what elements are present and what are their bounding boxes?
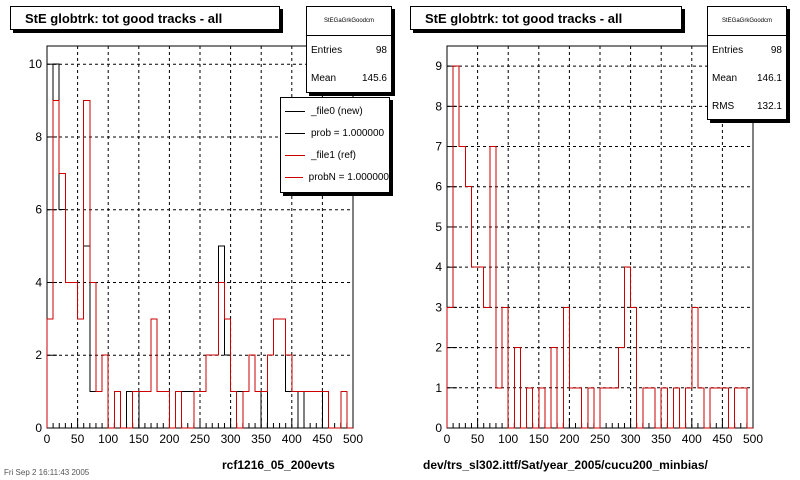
right-x-axis-title: dev/trs_sl302.ittf/Sat/year_2005/cucu200… bbox=[423, 458, 708, 472]
right-stats-name: StEGaGrkGoodcm bbox=[708, 7, 786, 36]
right-y-tick-label: 5 bbox=[435, 220, 442, 234]
left-x-tick-label: 250 bbox=[190, 432, 210, 446]
right-x-tick-label: 250 bbox=[590, 432, 610, 446]
left-y-tick-label: 2 bbox=[35, 348, 42, 362]
left-x-axis-title: rcf1216_05_200evts bbox=[222, 458, 335, 472]
left-entries-value: 98 bbox=[375, 44, 387, 56]
right-entries-label: Entries bbox=[712, 44, 744, 56]
left-y-tick-label: 10 bbox=[29, 57, 43, 71]
right-histogram-plot: 0 50 100 150 200 250 300 350 400 450 500 0 1 2 3 4 5 6 7 8 9 bbox=[435, 45, 763, 446]
right-histogram-title: StE globtrk: tot good tracks - all bbox=[410, 6, 682, 30]
left-y-tick-label: 0 bbox=[35, 421, 42, 435]
right-series-0-line bbox=[446, 65, 753, 429]
right-y-tick-label: 6 bbox=[435, 180, 442, 194]
right-y-tick-label: 3 bbox=[435, 300, 442, 314]
left-stats-box: StEGaGrkGoodcm Entries 98 Mean 145.6 bbox=[306, 6, 392, 93]
right-x-tick-label: 500 bbox=[743, 432, 763, 446]
right-x-tick-label: 150 bbox=[529, 432, 549, 446]
right-y-tick-label: 4 bbox=[435, 260, 442, 274]
left-x-tick-label: 450 bbox=[312, 432, 332, 446]
legend-item-prob: prob = 1.000000 bbox=[281, 122, 389, 144]
left-y-tick-label: 6 bbox=[35, 203, 42, 217]
right-x-tick-label: 400 bbox=[682, 432, 702, 446]
left-histogram-plot: 0 50 100 150 200 250 300 350 400 450 500 0 2 4 6 8 10 bbox=[29, 45, 363, 446]
right-x-tick-label: 300 bbox=[621, 432, 641, 446]
left-x-tick-label: 200 bbox=[159, 432, 179, 446]
left-series-1-line bbox=[46, 100, 353, 429]
left-x-tick-label: 350 bbox=[251, 432, 271, 446]
right-y-tick-label: 0 bbox=[435, 421, 442, 435]
left-entries-label: Entries bbox=[311, 44, 343, 56]
legend-item-file0: _file0 (new) bbox=[281, 100, 389, 122]
left-y-tick-label: 8 bbox=[35, 130, 42, 144]
footer-timestamp: Fri Sep 2 16:11:43 2005 bbox=[4, 468, 90, 477]
right-entries-value: 98 bbox=[770, 44, 782, 56]
legend-item-file1: _file1 (ref) bbox=[281, 144, 389, 166]
legend-label-prob: prob = 1.000000 bbox=[311, 127, 385, 139]
left-stats-name: StEGaGrkGoodcm bbox=[307, 7, 391, 36]
left-mean-label: Mean bbox=[311, 72, 337, 84]
left-x-tick-label: 400 bbox=[282, 432, 302, 446]
right-mean-label: Mean bbox=[712, 72, 738, 84]
right-y-tick-label: 9 bbox=[435, 59, 442, 73]
right-x-tick-label: 200 bbox=[559, 432, 579, 446]
right-x-tick-label: 350 bbox=[651, 432, 671, 446]
left-histogram-title: StE globtrk: tot good tracks - all bbox=[10, 6, 280, 30]
right-x-tick-label: 100 bbox=[498, 432, 518, 446]
legend-item-probn: probN = 1.000000 bbox=[281, 166, 389, 188]
right-y-tick-label: 8 bbox=[435, 99, 442, 113]
left-y-tick-label: 4 bbox=[35, 275, 42, 289]
left-x-tick-label: 100 bbox=[98, 432, 118, 446]
right-x-tick-label: 450 bbox=[712, 432, 732, 446]
right-y-tick-label: 7 bbox=[435, 140, 442, 154]
legend-label-file1: _file1 (ref) bbox=[311, 149, 357, 161]
right-y-tick-label: 1 bbox=[435, 381, 442, 395]
left-x-tick-label: 500 bbox=[343, 432, 363, 446]
right-rms-label: RMS bbox=[712, 100, 735, 112]
right-rms-value: 132.1 bbox=[756, 100, 782, 112]
right-mean-value: 146.1 bbox=[756, 72, 782, 84]
right-y-tick-label: 2 bbox=[435, 341, 442, 355]
right-x-tick-label: 50 bbox=[471, 432, 485, 446]
left-legend: _file0 (new) prob = 1.000000 _file1 (ref… bbox=[280, 97, 390, 193]
left-x-tick-label: 50 bbox=[71, 432, 85, 446]
right-x-tick-label: 0 bbox=[444, 432, 451, 446]
legend-label-probn: probN = 1.000000 bbox=[308, 171, 389, 183]
left-x-tick-label: 150 bbox=[129, 432, 149, 446]
left-x-tick-label: 300 bbox=[221, 432, 241, 446]
left-x-tick-label: 0 bbox=[44, 432, 51, 446]
right-stats-box: StEGaGrkGoodcm Entries 98 Mean 146.1 RMS 13… bbox=[707, 6, 787, 120]
left-mean-value: 145.6 bbox=[361, 72, 387, 84]
legend-label-file0: _file0 (new) bbox=[311, 105, 363, 117]
